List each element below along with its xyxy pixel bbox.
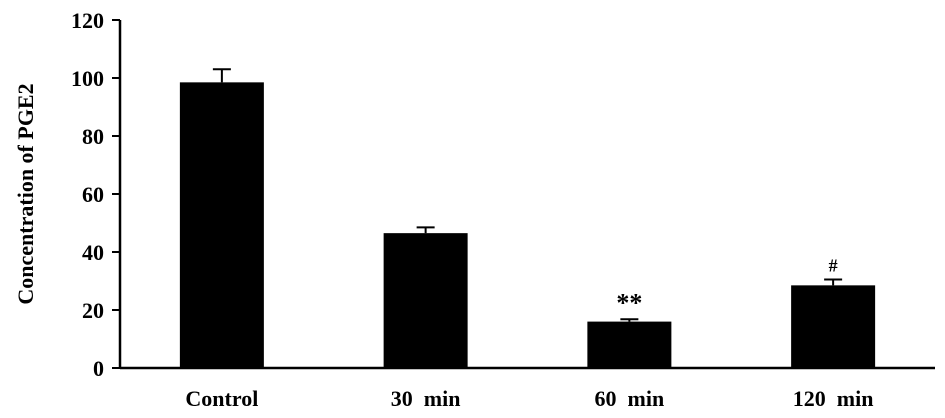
y-tick-label: 0	[93, 356, 104, 381]
annotations: ** #	[616, 256, 837, 318]
x-category-label: 30 min	[391, 386, 461, 411]
x-category-label: Control	[185, 386, 258, 411]
bar	[179, 82, 264, 368]
y-axis-title: Concentration of PGE2	[13, 83, 38, 304]
y-tick-label: 60	[82, 182, 104, 207]
bar	[587, 321, 672, 368]
y-tick-label: 80	[82, 124, 104, 149]
y-tick-label: 20	[82, 298, 104, 323]
x-labels: Control 30 min 60 min 120 min	[185, 386, 873, 411]
y-tick-label: 40	[82, 240, 104, 265]
y-tick-label: 120	[71, 8, 104, 33]
significance-marker: **	[616, 288, 642, 317]
significance-marker: #	[829, 256, 838, 276]
x-category-label: 120 min	[793, 386, 874, 411]
bar	[791, 285, 876, 368]
bar	[383, 233, 468, 368]
y-ticks: 0 20 40 60 80 100 120	[71, 8, 120, 381]
bars	[179, 82, 876, 368]
error-bars	[212, 68, 843, 322]
y-tick-label: 100	[71, 66, 104, 91]
x-category-label: 60 min	[595, 386, 665, 411]
